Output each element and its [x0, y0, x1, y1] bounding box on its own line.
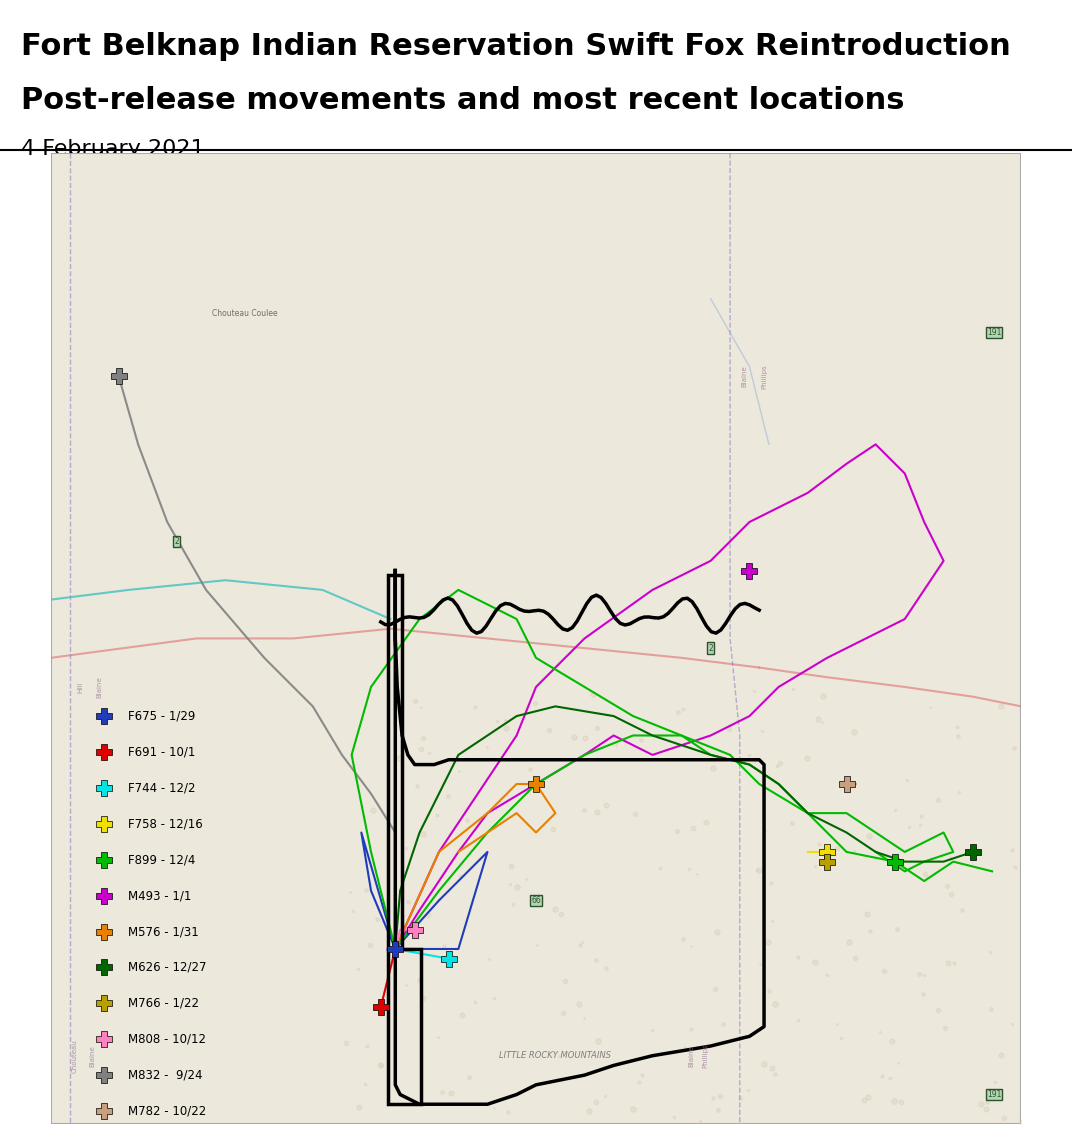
- Text: Phillips: Phillips: [761, 364, 768, 388]
- Text: M808 - 10/12: M808 - 10/12: [129, 1033, 207, 1045]
- Text: Post-release movements and most recent locations: Post-release movements and most recent l…: [21, 85, 905, 115]
- Text: M626 - 12/27: M626 - 12/27: [129, 961, 207, 974]
- Text: M493 - 1/1: M493 - 1/1: [129, 889, 192, 902]
- Text: Chouteau: Chouteau: [72, 1039, 78, 1073]
- Text: M782 - 10/22: M782 - 10/22: [129, 1104, 207, 1118]
- Text: Blaine: Blaine: [96, 676, 102, 698]
- Text: 2: 2: [709, 644, 713, 653]
- Text: 191: 191: [987, 328, 1001, 337]
- Text: Blaine: Blaine: [688, 1045, 695, 1067]
- Text: F744 - 12/2: F744 - 12/2: [129, 781, 196, 794]
- Text: Blaine: Blaine: [742, 365, 747, 387]
- Text: Fort Belknap Indian Reservation Swift Fox Reintroduction: Fort Belknap Indian Reservation Swift Fo…: [21, 33, 1011, 61]
- Text: F758 - 12/16: F758 - 12/16: [129, 817, 204, 831]
- Text: F691 - 10/1: F691 - 10/1: [129, 746, 196, 758]
- Text: LITTLE ROCKY MOUNTAINS: LITTLE ROCKY MOUNTAINS: [500, 1051, 611, 1060]
- Text: M576 - 1/31: M576 - 1/31: [129, 925, 199, 938]
- Text: 4 February 2021: 4 February 2021: [21, 138, 205, 159]
- Text: Phillips: Phillips: [703, 1043, 709, 1068]
- Text: F675 - 1/29: F675 - 1/29: [129, 709, 196, 723]
- Text: F899 - 12/4: F899 - 12/4: [129, 854, 196, 866]
- Text: 2: 2: [175, 537, 179, 546]
- Text: M832 -  9/24: M832 - 9/24: [129, 1069, 203, 1082]
- Text: Hill: Hill: [77, 681, 83, 692]
- Text: 191: 191: [987, 1090, 1001, 1099]
- Text: 66: 66: [531, 896, 541, 905]
- Text: Blaine: Blaine: [90, 1045, 95, 1067]
- Text: M766 - 1/22: M766 - 1/22: [129, 997, 199, 1010]
- Text: Chouteau Coulee: Chouteau Coulee: [212, 309, 278, 318]
